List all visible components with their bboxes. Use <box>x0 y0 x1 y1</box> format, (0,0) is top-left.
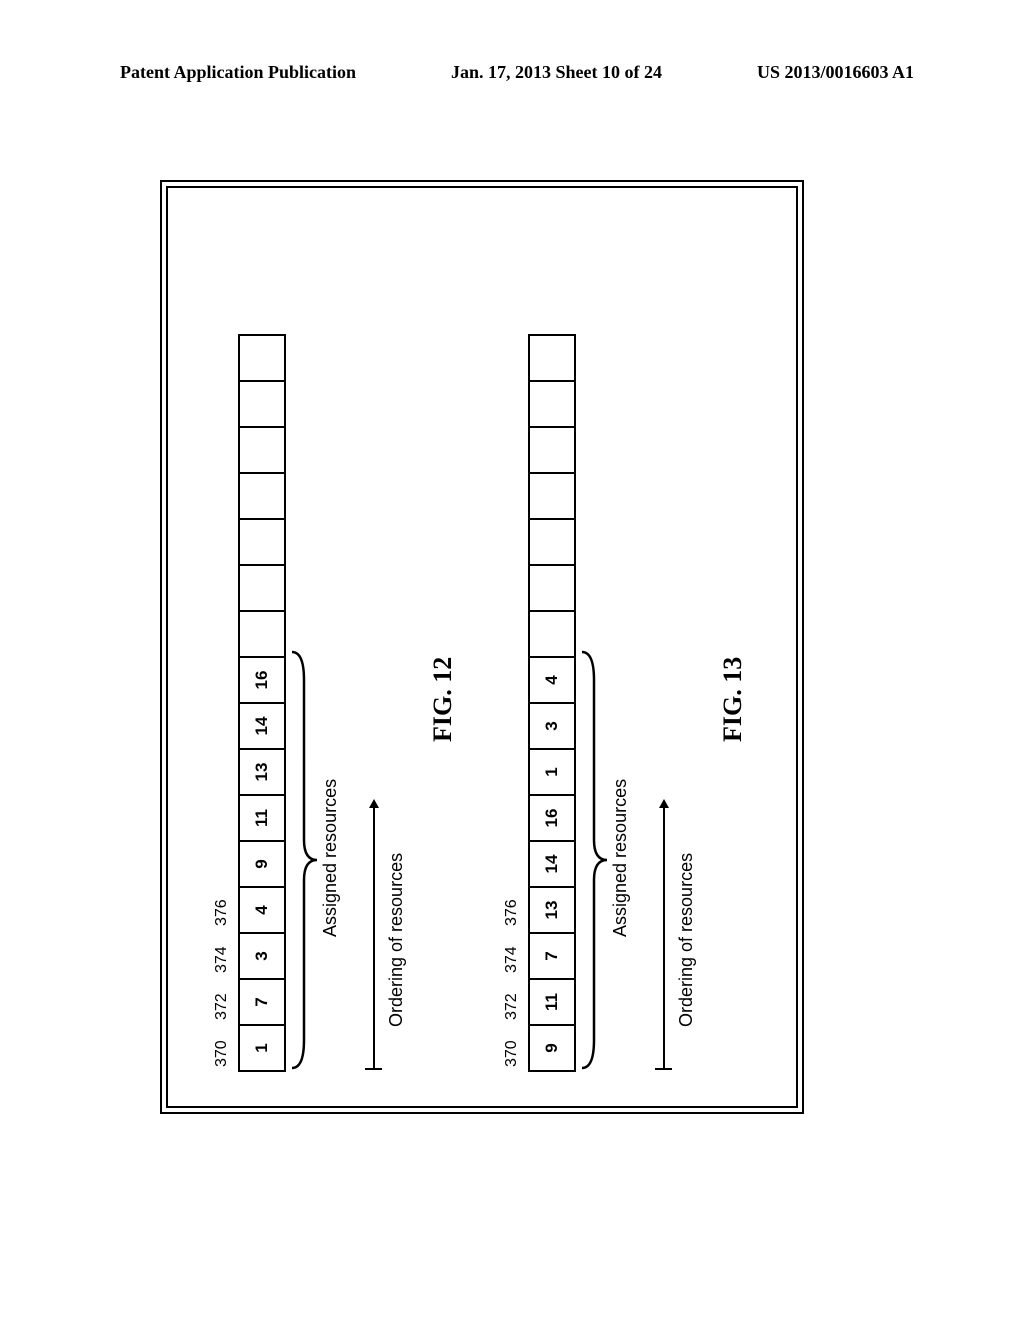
cell: 3 <box>240 932 284 978</box>
cells-row: 1 7 3 4 9 11 13 14 16 <box>238 334 286 1072</box>
cell: 3 <box>530 702 574 748</box>
header-center: Jan. 17, 2013 Sheet 10 of 24 <box>451 62 662 83</box>
cell <box>240 336 284 380</box>
page-header: Patent Application Publication Jan. 17, … <box>0 62 1024 83</box>
fig13-diagram: 370 372 374 376 9 11 7 13 14 16 1 3 4 As… <box>528 334 576 1072</box>
brace-icon <box>290 650 320 1070</box>
rotated-figure-area: 370 372 374 376 1 7 3 4 9 11 13 14 16 As… <box>208 222 768 1072</box>
col-label: 370 <box>503 1040 521 1067</box>
assigned-resources-label: Assigned resources <box>610 779 631 937</box>
cell <box>240 426 284 472</box>
col-label: 370 <box>213 1040 231 1067</box>
cell: 13 <box>240 748 284 794</box>
cell: 1 <box>240 1024 284 1070</box>
cell: 16 <box>530 794 574 840</box>
ordering-label: Ordering of resources <box>386 853 407 1027</box>
cell: 4 <box>530 656 574 702</box>
cell: 9 <box>240 840 284 886</box>
cell: 4 <box>240 886 284 932</box>
brace-icon <box>580 650 610 1070</box>
cell <box>240 564 284 610</box>
cell <box>530 380 574 426</box>
cell: 14 <box>240 702 284 748</box>
arrow-start-tick <box>655 1068 672 1070</box>
col-label: 372 <box>213 993 231 1020</box>
cell: 11 <box>530 978 574 1024</box>
cell: 14 <box>530 840 574 886</box>
ordering-arrow-head-icon <box>659 799 669 808</box>
col-label: 376 <box>503 899 521 926</box>
cell <box>240 380 284 426</box>
cell: 9 <box>530 1024 574 1070</box>
cell: 11 <box>240 794 284 840</box>
cell <box>530 472 574 518</box>
ordering-label: Ordering of resources <box>676 853 697 1027</box>
assigned-resources-label: Assigned resources <box>320 779 341 937</box>
col-label: 376 <box>213 899 231 926</box>
col-label: 374 <box>503 946 521 973</box>
fig12-diagram: 370 372 374 376 1 7 3 4 9 11 13 14 16 As… <box>238 334 286 1072</box>
cell: 7 <box>240 978 284 1024</box>
cell: 16 <box>240 656 284 702</box>
cell <box>530 564 574 610</box>
header-left: Patent Application Publication <box>120 62 356 83</box>
cell: 1 <box>530 748 574 794</box>
cells-row: 9 11 7 13 14 16 1 3 4 <box>528 334 576 1072</box>
arrow-start-tick <box>365 1068 382 1070</box>
cell <box>240 472 284 518</box>
cell: 13 <box>530 886 574 932</box>
cell <box>530 610 574 656</box>
ordering-arrow-line <box>663 808 665 1068</box>
ordering-arrow-head-icon <box>369 799 379 808</box>
cell <box>530 336 574 380</box>
col-label: 374 <box>213 946 231 973</box>
cell <box>240 518 284 564</box>
cell: 7 <box>530 932 574 978</box>
cell <box>530 426 574 472</box>
cell <box>240 610 284 656</box>
figure-caption: FIG. 13 <box>718 657 748 742</box>
cell <box>530 518 574 564</box>
figure-caption: FIG. 12 <box>428 657 458 742</box>
col-label: 372 <box>503 993 521 1020</box>
header-right: US 2013/0016603 A1 <box>757 62 914 83</box>
ordering-arrow-line <box>373 808 375 1068</box>
